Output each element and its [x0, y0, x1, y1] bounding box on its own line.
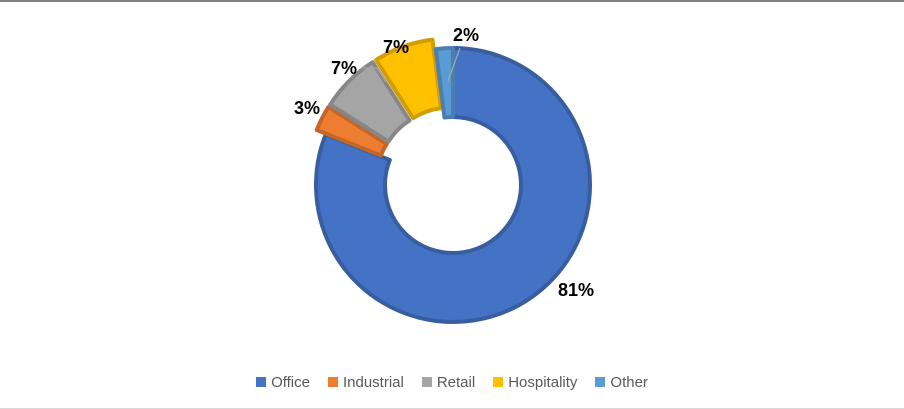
legend-item-retail[interactable]: Retail [421, 373, 476, 391]
legend-swatch-retail [421, 377, 432, 387]
legend-swatch-industrial [327, 377, 338, 387]
legend: Office Industrial Retail Hospitality Oth… [0, 371, 904, 393]
legend-label-other: Other [610, 373, 648, 391]
legend-label-industrial: Industrial [342, 373, 404, 391]
legend-swatch-office [256, 377, 267, 387]
legend-label-retail: Retail [436, 373, 476, 391]
legend-swatch-hospitality [493, 377, 504, 387]
legend-item-hospitality[interactable]: Hospitality [493, 374, 577, 391]
data-label-industrial: 3% [294, 98, 320, 118]
data-label-other: 2% [453, 25, 479, 45]
data-label-hospitality: 7% [383, 37, 409, 57]
data-label-office: 81% [558, 280, 594, 300]
leader-line-other [447, 47, 461, 82]
slice-other[interactable] [433, 46, 455, 120]
legend-item-other[interactable]: Other [595, 374, 648, 391]
data-label-retail: 7% [331, 58, 357, 78]
data-labels: 81% 3% 7% 7% 2% [294, 25, 594, 300]
slice-industrial[interactable] [314, 105, 389, 158]
leader-lines [361, 47, 461, 83]
donut-slices [314, 37, 592, 324]
legend-item-office[interactable]: Office [256, 374, 310, 391]
slice-hospitality[interactable] [374, 37, 444, 121]
slice-retail[interactable] [328, 60, 412, 144]
legend-label-office: Office [271, 373, 310, 391]
legend-label-hospitality: Hospitality [508, 373, 578, 391]
legend-item-industrial[interactable]: Industrial [327, 373, 404, 391]
legend-swatch-other [595, 377, 606, 387]
slice-office[interactable] [314, 46, 592, 324]
leader-line-retail [361, 67, 387, 83]
